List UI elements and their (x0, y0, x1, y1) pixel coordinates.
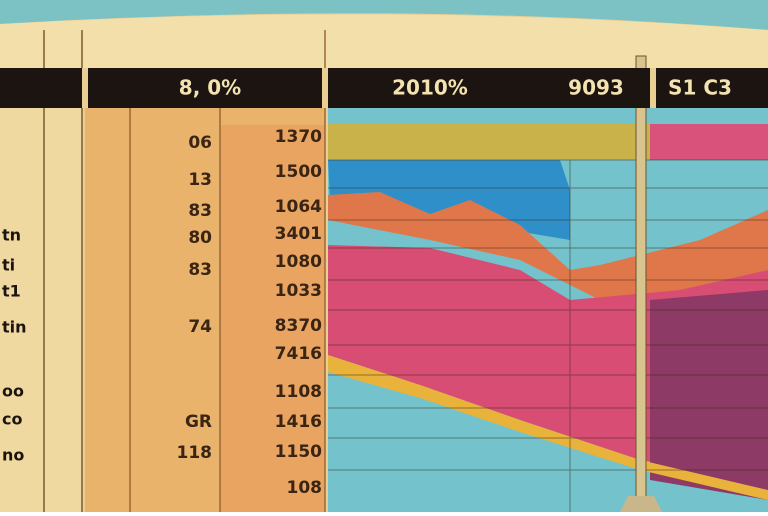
header-cell: 9093 (568, 76, 624, 100)
chart-grid (328, 159, 768, 512)
left-cell: GR (185, 412, 212, 432)
header-cell: S1 C3 (668, 76, 732, 100)
left-cell: 83 (188, 201, 212, 221)
header-cell: 2010% (392, 76, 468, 100)
left-cell: 80 (188, 228, 212, 248)
right-cell: 1080 (275, 252, 322, 272)
table-grid (129, 30, 326, 512)
header-bar (0, 68, 768, 108)
band-olive (328, 124, 650, 160)
edge-label: ti (2, 256, 15, 275)
right-cell: 1033 (275, 281, 322, 301)
right-cell: 1416 (275, 412, 322, 432)
orange-column-right (220, 125, 325, 512)
pole (635, 55, 647, 501)
edge-label: tin (2, 318, 27, 337)
right-cell: 1108 (275, 382, 322, 402)
area-orange (328, 192, 768, 300)
right-cell: 108 (287, 478, 323, 498)
edge-label: co (2, 410, 22, 429)
left-cell: 06 (188, 133, 212, 153)
right-cell: 7416 (275, 344, 322, 364)
band-pink (650, 124, 768, 160)
header-cell: 8, 0% (179, 76, 241, 100)
left-columns (0, 108, 82, 512)
edge-label: t1 (2, 282, 21, 301)
right-cell: 8370 (275, 316, 322, 336)
panel-top (0, 14, 768, 70)
left-cell: 13 (188, 170, 212, 190)
pole-base (620, 496, 662, 512)
right-cell: 1150 (275, 442, 322, 462)
edge-label: no (2, 446, 24, 465)
left-cell: 118 (177, 443, 213, 463)
edge-label: oo (2, 382, 24, 401)
left-cell: 74 (188, 317, 212, 337)
left-grid (43, 30, 83, 512)
right-cell: 3401 (275, 224, 322, 244)
area-purple (650, 290, 768, 500)
left-cell: 83 (188, 260, 212, 280)
right-cell: 1370 (275, 127, 322, 147)
labels: 8, 0% 2010% 9093 S1 C3 06 13 83 80 83 74 GR 118 1370… (2, 76, 732, 499)
sky (0, 0, 768, 30)
edge-label: tn (2, 226, 21, 245)
line-yellow (328, 355, 768, 500)
right-cell: 1064 (275, 197, 322, 217)
right-cell: 1500 (275, 162, 322, 182)
header-dividers (82, 68, 656, 108)
